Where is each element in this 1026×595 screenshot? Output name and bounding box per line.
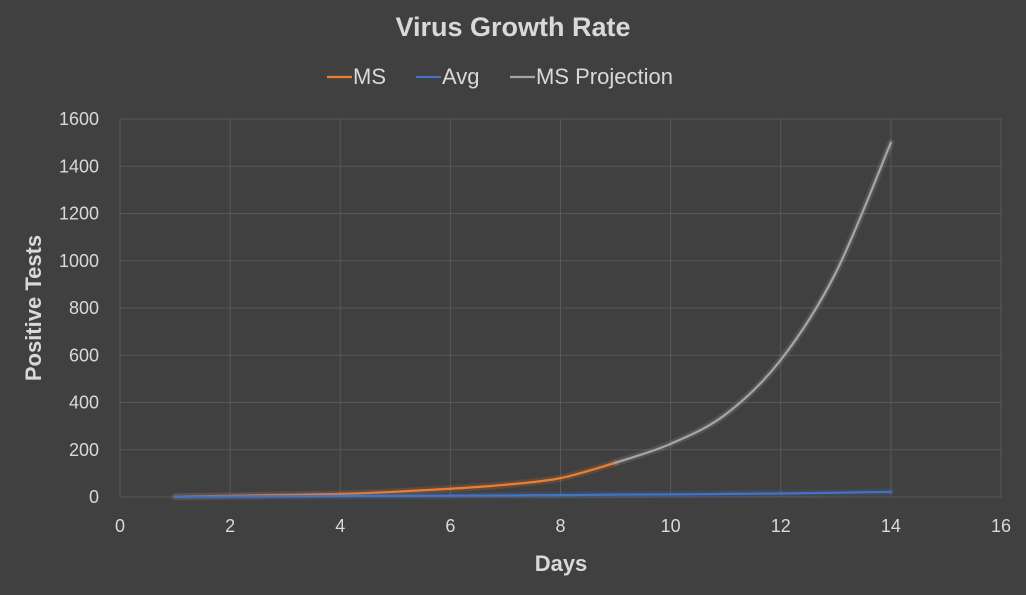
legend: MS Avg MS Projection — [327, 64, 673, 89]
x-tick-label: 10 — [661, 516, 681, 536]
y-axis-ticks: 0 200 400 600 800 1000 1200 1400 1600 — [59, 109, 99, 507]
x-tick-label: 14 — [881, 516, 901, 536]
y-axis-title: Positive Tests — [21, 235, 46, 381]
series-line-avg — [173, 490, 892, 498]
y-tick-label: 800 — [69, 298, 99, 318]
x-tick-label: 2 — [225, 516, 235, 536]
series-line-ms-projection — [614, 141, 892, 464]
x-tick-label: 0 — [115, 516, 125, 536]
legend-label-ms-projection: MS Projection — [536, 64, 673, 89]
y-tick-label: 600 — [69, 345, 99, 365]
y-tick-label: 400 — [69, 393, 99, 413]
x-tick-label: 6 — [445, 516, 455, 536]
y-tick-label: 1000 — [59, 251, 99, 271]
chart-title: Virus Growth Rate — [395, 12, 630, 42]
series-glow-ms-projection — [612, 139, 895, 467]
x-tick-label: 16 — [991, 516, 1011, 536]
y-tick-label: 1600 — [59, 109, 99, 129]
legend-label-avg: Avg — [442, 64, 480, 89]
y-tick-label: 1200 — [59, 204, 99, 224]
series-lines — [171, 139, 895, 501]
x-tick-label: 12 — [771, 516, 791, 536]
x-tick-label: 4 — [335, 516, 345, 536]
x-axis-title: Days — [535, 551, 588, 576]
y-tick-label: 200 — [69, 440, 99, 460]
x-axis-ticks: 0 2 4 6 8 10 12 14 16 — [115, 516, 1011, 536]
y-tick-label: 0 — [89, 487, 99, 507]
x-tick-label: 8 — [555, 516, 565, 536]
gridlines — [119, 118, 1002, 498]
legend-label-ms: MS — [353, 64, 386, 89]
y-tick-label: 1400 — [59, 156, 99, 176]
